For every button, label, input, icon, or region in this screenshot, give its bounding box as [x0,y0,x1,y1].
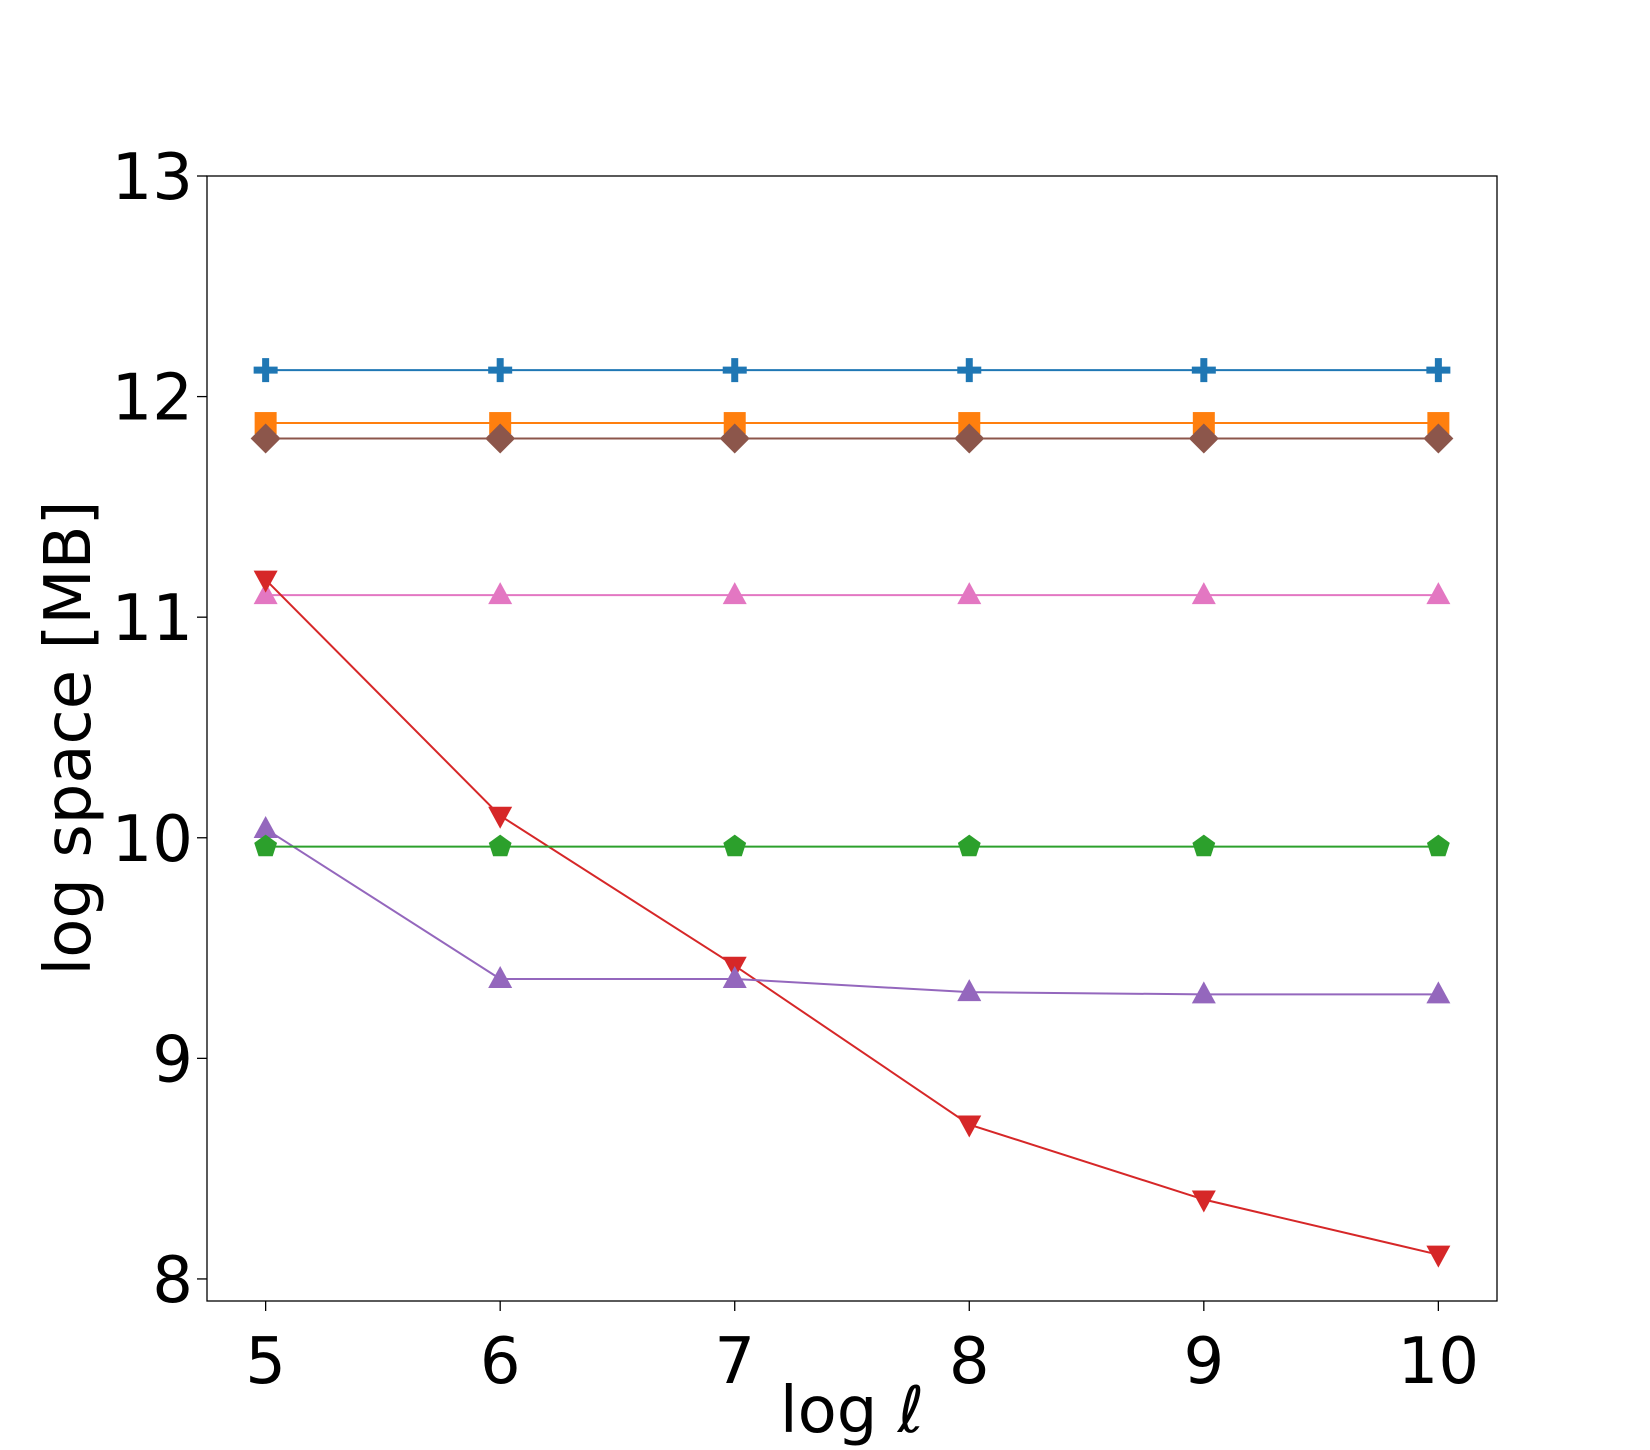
data-point [1427,412,1450,435]
data-point [485,423,516,454]
y-tick-label: 9 [152,1023,193,1097]
data-point [488,834,512,857]
x-tick-label: 7 [714,1325,755,1399]
data-point [489,412,512,435]
series-7 [254,834,1450,857]
y-tick-label: 13 [112,141,193,215]
data-point [253,358,278,383]
series-3 [250,423,1454,454]
data-point [958,412,981,435]
data-point [253,570,278,593]
data-point [250,423,281,454]
data-point [488,582,513,605]
y-tick-label: 12 [112,362,193,436]
data-point [957,358,982,383]
x-axis-label: log ℓ [780,1374,924,1448]
data-point [488,358,513,383]
data-point [1191,358,1216,383]
series-line [264,578,1439,1256]
x-tick-label: 6 [480,1325,521,1399]
data-point [722,965,747,988]
series-4 [253,582,1451,605]
series-line [265,828,1439,996]
y-tick-label: 10 [112,803,193,877]
data-point [1191,582,1216,605]
data-point [723,834,747,857]
data-point [253,582,278,605]
data-point [1192,412,1215,435]
series-1 [253,358,1451,383]
data-point [253,815,278,838]
data-point [723,412,746,435]
data-point [1426,582,1451,605]
data-point [254,412,277,435]
data-point [957,834,981,857]
data-point [1426,834,1450,857]
data-point [1426,981,1451,1004]
data-point [957,979,982,1002]
series-6 [253,815,1451,1004]
x-axis: 5 6 7 8 9 10 [245,1301,1479,1399]
y-tick-label: 8 [152,1244,193,1318]
series-2 [254,412,1450,435]
x-tick-label: 9 [1183,1325,1224,1399]
y-axis: 8 9 10 11 12 13 [112,141,207,1318]
data-point [1426,1245,1451,1268]
plot-frame [206,175,1498,1302]
data-point [957,582,982,605]
data-point [254,834,278,857]
data-point [488,806,513,829]
x-tick-label: 10 [1398,1325,1479,1399]
data-point [1191,981,1216,1004]
y-axis-label: log space [MB] [32,500,106,975]
y-tick-label: 11 [112,582,193,656]
x-tick-label: 5 [245,1325,286,1399]
x-tick-label: 8 [949,1325,990,1399]
data-point [488,965,513,988]
data-point [722,582,747,605]
data-point [1423,423,1454,454]
data-point [719,423,750,454]
data-point [1426,358,1451,383]
data-point [1192,834,1216,857]
data-point [722,358,747,383]
data-point [1191,1190,1216,1213]
data-point [957,1115,982,1138]
data-point [1188,423,1219,454]
series-layer [250,358,1454,1268]
plot-background [207,176,1497,1301]
data-point [954,423,985,454]
